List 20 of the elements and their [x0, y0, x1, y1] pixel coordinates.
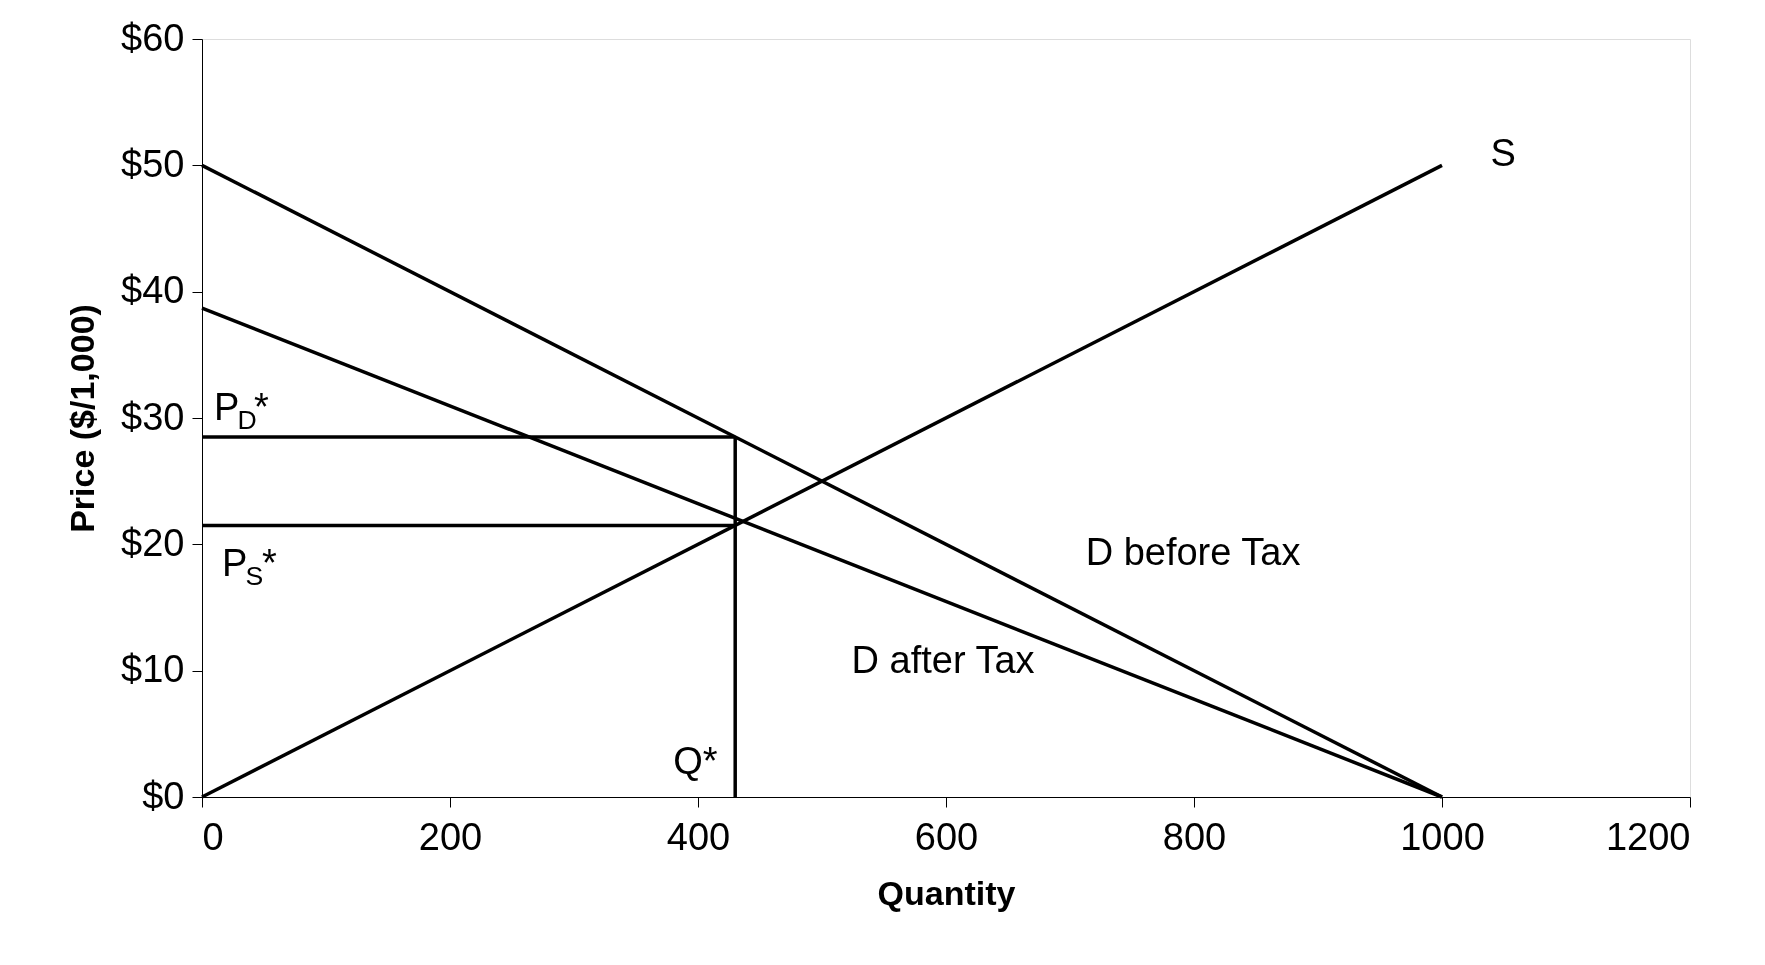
x-tick-label: 400: [666, 815, 731, 858]
series-label: D before Tax: [1085, 530, 1301, 573]
y-tick-label: $30: [121, 395, 185, 438]
y-tick-label: $50: [121, 142, 185, 185]
x-tick-label: 800: [1162, 815, 1227, 858]
x-axis-title: Quantity: [877, 873, 1016, 912]
x-tick-label: 1200: [1605, 815, 1691, 858]
series-label: D after Tax: [851, 639, 1035, 682]
y-tick-label: $60: [121, 16, 185, 59]
y-tick-label: $0: [142, 774, 185, 817]
y-axis-title: Price ($/1,000): [63, 304, 102, 533]
x-tick-label: 200: [418, 815, 483, 858]
y-tick-label: $40: [121, 269, 185, 312]
y-tick-label: $10: [121, 648, 185, 691]
y-tick-label: $20: [121, 521, 185, 564]
annotation: Q*: [673, 740, 718, 782]
x-tick-label: 1000: [1400, 815, 1485, 858]
x-tick-label: 600: [914, 815, 979, 858]
x-tick-label: 0: [202, 815, 224, 858]
series-label: S: [1490, 131, 1516, 174]
